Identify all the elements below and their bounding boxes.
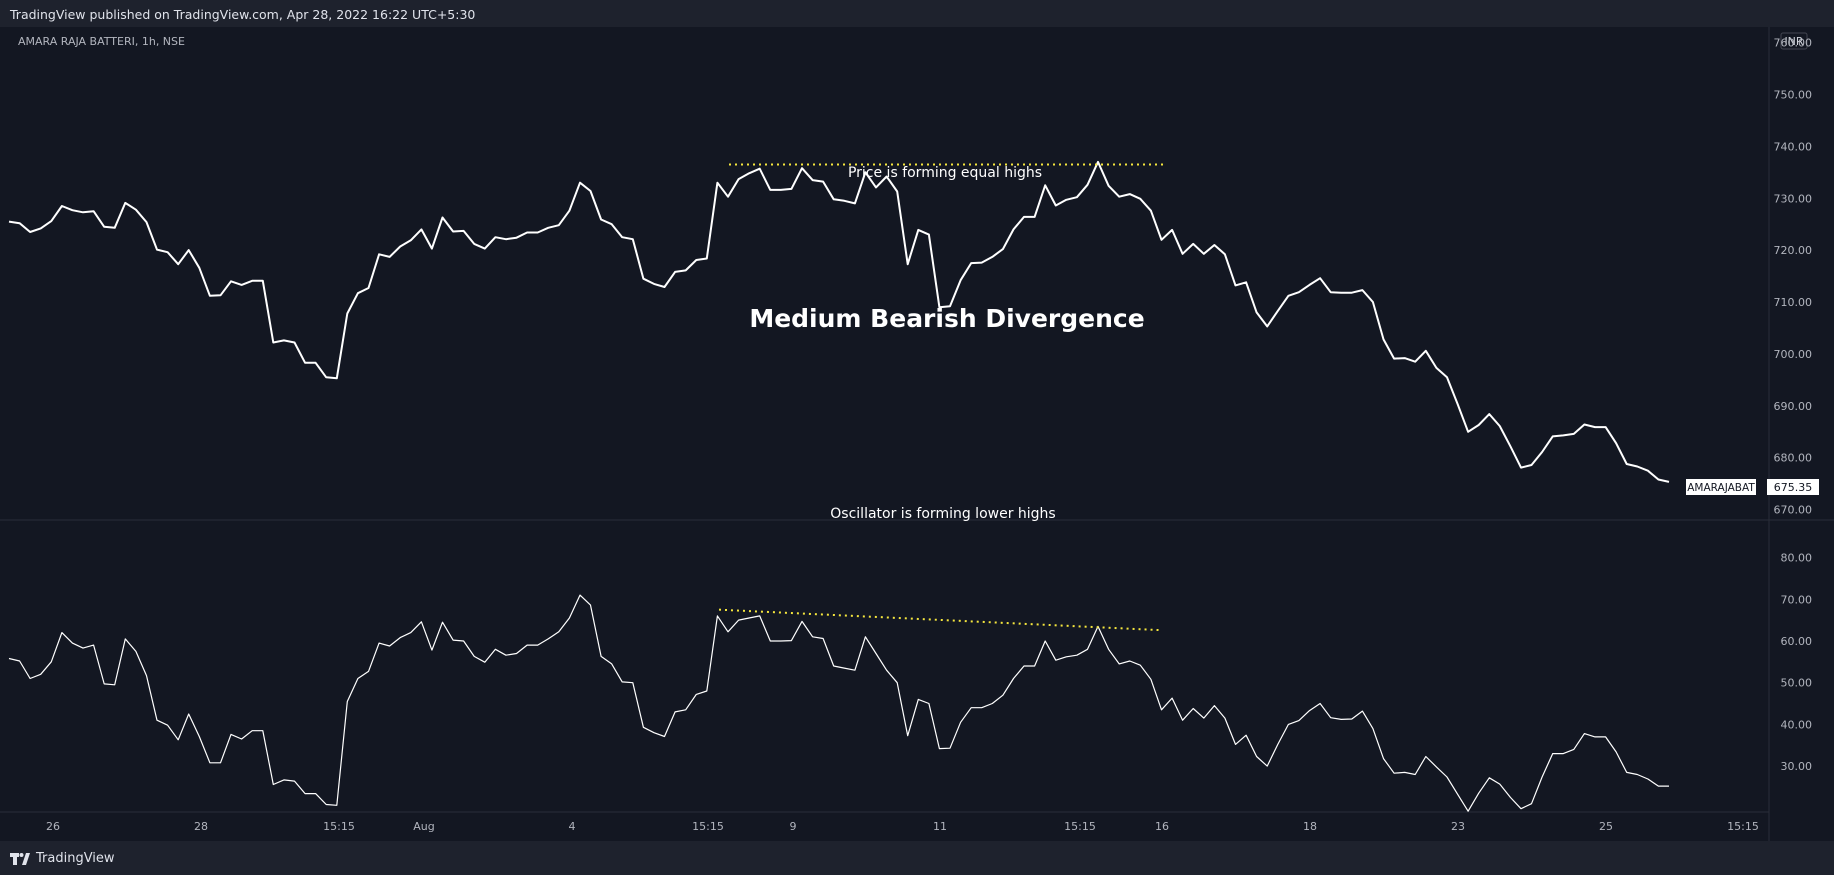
chart-canvas[interactable]: AMARA RAJA BATTERI, 1h, NSE INR 760.00 75… [0,27,1834,841]
price-tick-label: 730.00 [1774,192,1813,205]
time-tick-label: 25 [1599,820,1613,833]
oscillator-line [8,594,1669,812]
divergence-annotation-label: Medium Bearish Divergence [749,304,1144,333]
oscillator-annotation-label: Oscillator is forming lower highs [830,506,1055,522]
price-axis[interactable]: 760.00 750.00 740.00 730.00 720.00 710.00 700.… [1774,37,1813,517]
price-annotation-label: Price is forming equal highs [848,165,1042,181]
time-tick-label: 15:15 [1727,820,1759,833]
brand[interactable]: TradingView [10,851,115,866]
currency-badge[interactable] [1780,32,1808,50]
publish-info-text: TradingView published on TradingView.com… [10,7,476,22]
footer-bar: TradingView [0,841,1834,875]
oscillator-tick-label: 60.00 [1781,635,1813,648]
time-tick-label: 18 [1303,820,1317,833]
price-tick-label: 710.00 [1774,296,1813,309]
price-tick-label: 720.00 [1774,244,1813,257]
time-tick-label: 15:15 [1064,820,1096,833]
currency-label: INR [1784,35,1803,48]
time-tick-label: 4 [569,820,576,833]
oscillator-series [8,594,1669,812]
last-value-box [1767,479,1819,495]
oscillator-tick-label: 50.00 [1781,677,1813,690]
time-tick-label: 28 [194,820,208,833]
last-value-label: 675.35 [1774,481,1813,494]
oscillator-axis[interactable]: 80.00 70.00 60.00 50.00 40.00 30.00 [1781,552,1813,774]
lower-highs-trendline[interactable] [718,608,1161,632]
publish-info-bar: TradingView published on TradingView.com… [0,0,1834,27]
time-tick-label: 15:15 [323,820,355,833]
symbol-label: AMARAJABAT [1687,482,1755,494]
time-tick-label: 15:15 [692,820,724,833]
price-tick-label: 670.00 [1774,504,1813,517]
time-tick-label: 16 [1155,820,1169,833]
time-tick-label: 26 [46,820,60,833]
price-tick-label: 700.00 [1774,348,1813,361]
time-axis[interactable]: 26 28 15:15 Aug 4 15:15 9 11 15:15 16 18 23 25 15:15 [46,820,1759,833]
brand-label: TradingView [36,851,115,866]
price-series [8,160,1670,483]
price-axis-background [1769,27,1834,841]
price-tick-label: 760.00 [1774,37,1813,50]
oscillator-tick-label: 80.00 [1781,552,1813,565]
last-value-marker: AMARAJABAT 675.35 [1686,479,1819,495]
time-tick-label: 11 [933,820,947,833]
price-tick-label: 740.00 [1774,140,1813,153]
tradingview-logo-icon [10,852,30,865]
price-line [8,160,1670,483]
price-tick-label: 690.00 [1774,400,1813,413]
chart-background [0,27,1834,841]
time-tick-label: 9 [790,820,797,833]
oscillator-tick-label: 40.00 [1781,718,1813,731]
price-tick-label: 750.00 [1774,88,1813,101]
chart-area[interactable]: AMARA RAJA BATTERI, 1h, NSE INR 760.00 75… [0,27,1834,841]
chart-title: AMARA RAJA BATTERI, 1h, NSE [18,35,185,48]
time-tick-label: 23 [1451,820,1465,833]
annotations [718,163,1163,632]
time-tick-label: Aug [413,820,434,833]
price-tick-label: 680.00 [1774,452,1813,465]
symbol-label-box [1686,479,1756,495]
oscillator-tick-label: 30.00 [1781,760,1813,773]
oscillator-tick-label: 70.00 [1781,593,1813,606]
